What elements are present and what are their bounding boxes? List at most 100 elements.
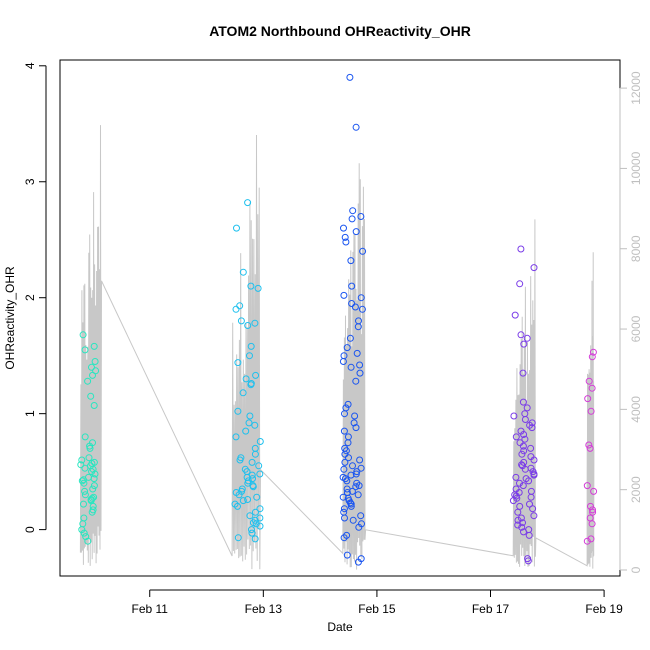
data-point	[518, 461, 526, 469]
data-point	[354, 491, 362, 499]
data-point	[356, 456, 364, 464]
data-point	[251, 535, 259, 543]
data-point	[342, 238, 350, 246]
data-point	[352, 470, 360, 478]
data-point	[511, 311, 519, 319]
data-point	[517, 331, 525, 339]
data-point	[347, 471, 355, 479]
data-point	[84, 537, 92, 545]
data-point	[340, 291, 348, 299]
data-point	[349, 207, 357, 215]
x-axis-label: Date	[327, 620, 353, 634]
data-point	[354, 558, 362, 566]
data-point	[78, 526, 86, 534]
data-point	[81, 491, 89, 499]
data-point	[530, 264, 538, 272]
data-point	[80, 500, 87, 508]
data-point	[583, 537, 591, 545]
data-point	[347, 257, 355, 265]
data-point	[252, 371, 260, 379]
data-point	[525, 477, 533, 485]
data-point	[91, 470, 99, 478]
data-point	[521, 416, 529, 423]
data-point	[589, 506, 596, 514]
data-point	[81, 346, 89, 354]
data-point	[352, 424, 360, 432]
data-point	[80, 479, 88, 487]
data-point	[583, 482, 591, 490]
y2-tick-label: 6000	[629, 315, 643, 342]
data-point	[350, 419, 358, 427]
data-point	[251, 319, 259, 327]
data-point	[251, 450, 259, 458]
data-point	[347, 363, 355, 371]
data-point	[519, 369, 527, 377]
data-point	[525, 531, 533, 539]
data-point	[237, 317, 245, 325]
data-point	[340, 465, 348, 473]
data-point	[352, 377, 360, 385]
data-point	[510, 412, 518, 420]
data-point	[256, 438, 264, 445]
data-point	[348, 487, 356, 495]
data-point	[246, 512, 254, 520]
data-point	[516, 280, 524, 288]
data-point	[81, 487, 89, 495]
data-point	[339, 358, 347, 365]
data-point	[585, 441, 593, 449]
data-point	[589, 348, 597, 356]
data-point	[514, 521, 522, 529]
data-point	[244, 199, 252, 207]
y2-tick-label: 2000	[629, 476, 643, 503]
data-point	[356, 369, 364, 377]
data-point	[520, 458, 528, 466]
data-point	[341, 514, 348, 522]
data-point	[246, 352, 253, 360]
data-point	[232, 433, 240, 441]
data-point	[236, 302, 244, 310]
x-tick-label: Feb 17	[472, 602, 510, 616]
data-point	[341, 410, 348, 418]
data-point	[355, 482, 363, 490]
data-point	[247, 381, 255, 389]
data-point	[248, 458, 256, 466]
data-point	[341, 458, 349, 466]
data-point	[343, 344, 351, 352]
data-point	[348, 215, 356, 223]
data-point	[252, 508, 259, 516]
data-point	[359, 247, 367, 255]
data-point	[588, 384, 596, 392]
y2-tick-label: 0	[629, 566, 643, 573]
data-point	[586, 444, 594, 452]
data-point	[347, 502, 355, 510]
y-tick-label: 1	[23, 410, 37, 417]
data-point	[242, 375, 250, 383]
data-point	[89, 371, 96, 379]
data-point	[521, 465, 529, 473]
data-point	[352, 483, 360, 491]
data-point	[247, 282, 255, 290]
data-point	[251, 421, 259, 429]
data-point	[81, 433, 89, 441]
data-point	[349, 516, 357, 524]
data-point	[585, 377, 593, 385]
data-point	[357, 512, 365, 520]
data-point	[252, 520, 260, 528]
data-point	[354, 323, 362, 331]
data-point	[239, 497, 247, 505]
data-point	[234, 502, 241, 510]
data-point	[530, 471, 538, 479]
data-point	[521, 435, 529, 443]
scatter-points-group	[77, 73, 598, 566]
data-point	[352, 228, 360, 236]
data-point	[514, 508, 522, 516]
data-point	[84, 377, 92, 385]
data-point	[345, 454, 352, 462]
x-tick-label: Feb 11	[132, 602, 169, 616]
data-point	[357, 213, 365, 220]
data-point	[248, 526, 255, 534]
data-point	[234, 407, 242, 415]
data-point	[530, 456, 538, 464]
data-point	[528, 424, 536, 432]
